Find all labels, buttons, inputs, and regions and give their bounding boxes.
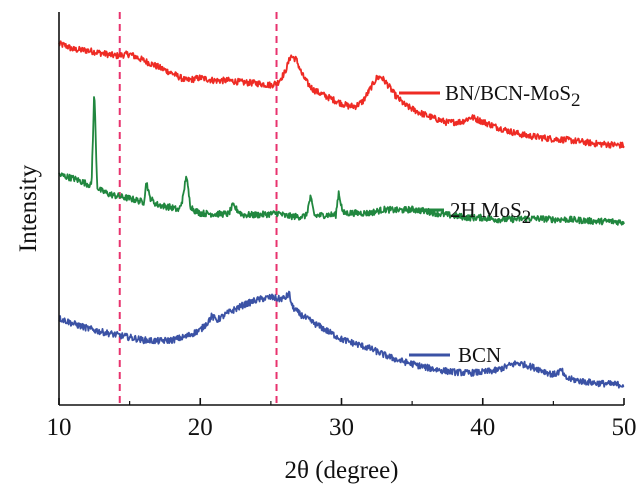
x-tick-label: 20 xyxy=(188,414,213,441)
x-axis-title: 2θ (degree) xyxy=(285,457,399,484)
x-tick-label: 30 xyxy=(329,414,354,441)
legend-label-subscript: 2 xyxy=(522,207,532,228)
legend-label-1: 2H MoS2 xyxy=(450,198,531,228)
legend-label-text: 2H MoS xyxy=(450,198,522,222)
series-line-0 xyxy=(58,40,625,149)
x-ticks: 10 20 30 40 50 xyxy=(47,398,637,441)
series-line-1 xyxy=(58,96,625,226)
reference-lines xyxy=(118,12,278,405)
legend-label-text: BN/BCN-MoS xyxy=(445,81,571,105)
x-tick-label: 40 xyxy=(470,414,495,441)
legend-label-0: BN/BCN-MoS2 xyxy=(445,81,581,111)
series-layer xyxy=(58,40,625,389)
x-tick-label: 10 xyxy=(47,414,72,441)
series-line-2 xyxy=(58,290,625,389)
y-axis-title: Intensity xyxy=(15,164,42,252)
x-tick-label: 50 xyxy=(612,414,637,441)
legend-label-2: BCN xyxy=(458,343,501,367)
legend-label-subscript: 2 xyxy=(571,90,581,111)
legend-label-text: BCN xyxy=(458,343,501,367)
